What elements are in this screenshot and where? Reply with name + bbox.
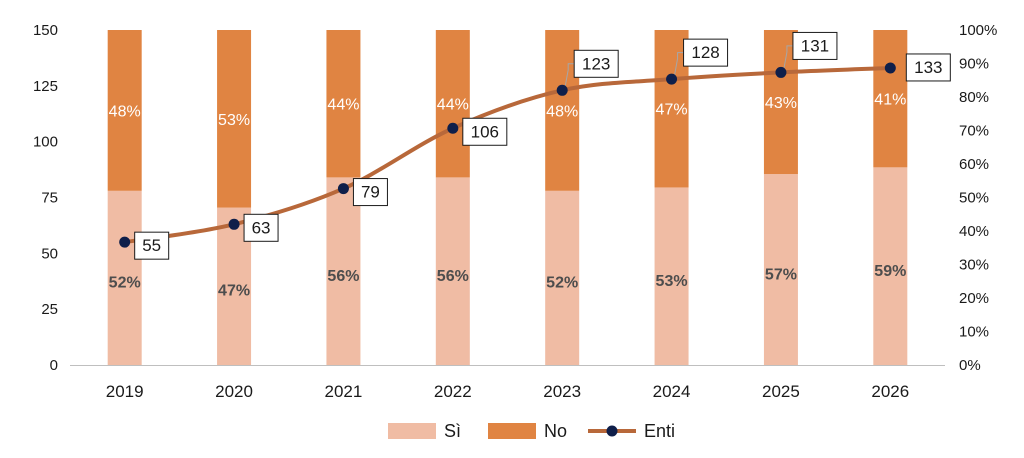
bar-no <box>763 30 798 175</box>
bar-label-si: 52% <box>546 274 578 291</box>
bar-label-no: 53% <box>218 112 250 129</box>
x-tick-label: 2022 <box>434 382 472 401</box>
y-right-tick-label: 10% <box>959 324 989 341</box>
line-point-enti <box>119 236 131 248</box>
bar-si <box>107 190 142 365</box>
y-right-tick-label: 100% <box>959 22 997 39</box>
bar-label-no: 44% <box>327 97 359 114</box>
y-left-tick-label: 75 <box>41 190 58 207</box>
line-point-enti <box>556 84 568 96</box>
legend-label-enti: Enti <box>644 421 675 441</box>
bar-label-si: 57% <box>765 266 797 283</box>
bar-label-si: 59% <box>874 263 906 280</box>
bar-no <box>435 30 470 178</box>
y-right-tick-label: 70% <box>959 123 989 140</box>
bar-si <box>763 174 798 365</box>
line-label-value: 106 <box>471 122 499 141</box>
y-right-tick-label: 80% <box>959 89 989 106</box>
x-tick-label: 2025 <box>762 382 800 401</box>
line-label-leader <box>783 45 793 69</box>
bar-no <box>545 30 580 191</box>
x-tick-label: 2021 <box>325 382 363 401</box>
line-point-enti <box>228 218 240 230</box>
legend-label-no: No <box>544 421 567 441</box>
bar-si <box>654 187 689 365</box>
y-right-tick-label: 0% <box>959 357 981 374</box>
bar-no <box>326 30 361 178</box>
line-label-value: 128 <box>691 43 719 62</box>
legend-swatch-no <box>488 423 536 439</box>
y-left-tick-label: 100 <box>33 134 58 151</box>
line-label-value: 131 <box>801 36 829 55</box>
y-right-tick-label: 50% <box>959 190 989 207</box>
line-point-enti <box>337 183 349 195</box>
bar-label-no: 48% <box>546 103 578 120</box>
y-right-tick-label: 30% <box>959 257 989 274</box>
y-left-tick-label: 150 <box>33 22 58 39</box>
line-point-enti <box>447 122 459 134</box>
line-label-leader <box>674 52 684 76</box>
line-label-value: 79 <box>361 183 380 202</box>
line-label-box <box>462 117 508 146</box>
line-label-box <box>792 31 838 60</box>
bar-si <box>435 177 470 365</box>
bar-label-no: 44% <box>437 97 469 114</box>
bar-label-no: 41% <box>874 92 906 109</box>
bar-label-si: 52% <box>109 274 141 291</box>
bar-si <box>545 190 580 365</box>
line-point-enti <box>775 66 787 78</box>
y-left-tick-label: 25 <box>41 301 58 318</box>
legend-swatch-si <box>388 423 436 439</box>
legend-swatch-enti-marker <box>606 425 618 437</box>
line-label-box <box>352 178 388 207</box>
line-point-enti <box>666 73 678 85</box>
bar-no <box>654 30 689 188</box>
y-right-tick-label: 90% <box>959 56 989 73</box>
bar-label-no: 48% <box>109 103 141 120</box>
line-label-box <box>905 53 951 82</box>
y-right-tick-label: 40% <box>959 223 989 240</box>
bar-label-si: 56% <box>437 268 469 285</box>
bar-no <box>107 30 142 191</box>
line-label-value: 63 <box>252 218 271 237</box>
bar-label-si: 53% <box>656 273 688 290</box>
bar-si <box>326 177 361 365</box>
x-tick-label: 2024 <box>653 382 691 401</box>
line-label-box <box>243 213 279 242</box>
bar-label-no: 47% <box>656 102 688 119</box>
line-label-box <box>683 38 729 67</box>
bar-label-si: 47% <box>218 282 250 299</box>
x-tick-label: 2026 <box>871 382 909 401</box>
y-right-tick-label: 20% <box>959 290 989 307</box>
y-right-tick-label: 60% <box>959 156 989 173</box>
line-label-value: 133 <box>914 58 942 77</box>
y-left-tick-label: 125 <box>33 78 58 95</box>
bar-label-no: 43% <box>765 95 797 112</box>
bar-si <box>873 167 908 365</box>
x-tick-label: 2023 <box>543 382 581 401</box>
bar-label-si: 56% <box>327 268 359 285</box>
bar-no <box>873 30 908 168</box>
line-label-value: 123 <box>582 54 610 73</box>
line-label-box <box>573 49 619 78</box>
legend-label-si: Sì <box>444 421 461 441</box>
x-tick-label: 2020 <box>215 382 253 401</box>
line-label-value: 55 <box>142 236 161 255</box>
line-label-leader <box>564 63 575 87</box>
x-tick-label: 2019 <box>106 382 144 401</box>
y-left-tick-label: 0 <box>50 357 58 374</box>
line-label-box <box>134 231 170 260</box>
y-left-tick-label: 50 <box>41 245 58 262</box>
bar-no <box>217 30 252 208</box>
line-point-enti <box>884 62 896 74</box>
